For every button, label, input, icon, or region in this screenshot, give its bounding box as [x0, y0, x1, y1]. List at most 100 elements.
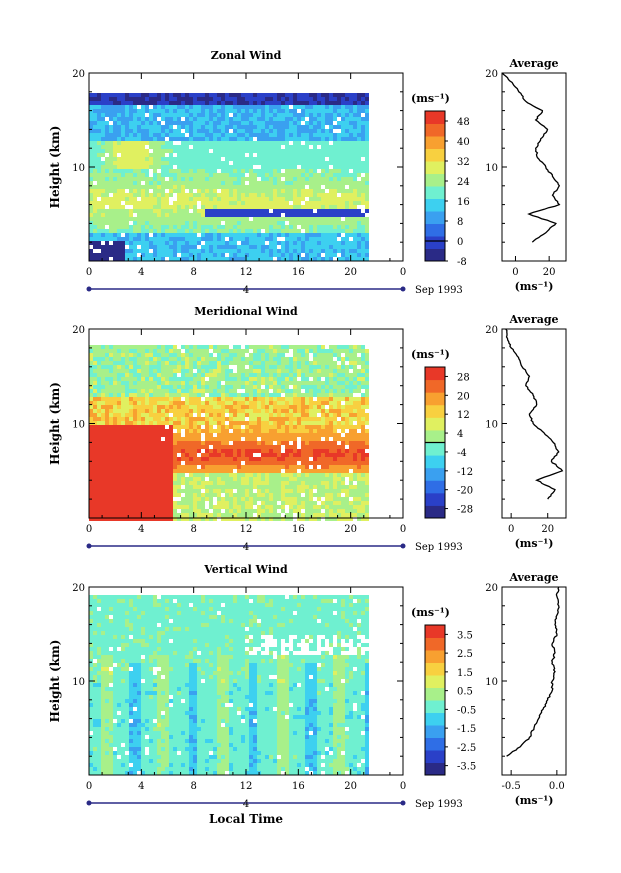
heatmap-cell	[93, 417, 97, 421]
heatmap-cell	[133, 513, 137, 517]
heatmap-cell	[141, 189, 145, 193]
heatmap-cell	[97, 105, 101, 109]
heatmap-cell	[353, 165, 357, 169]
heatmap-cell	[117, 417, 121, 421]
heatmap-cell	[241, 101, 245, 105]
heatmap-cell	[189, 201, 193, 205]
heatmap-cell	[133, 97, 137, 101]
heatmap-cell	[165, 229, 169, 233]
heatmap-cell	[273, 253, 277, 257]
heatmap-cell	[297, 173, 301, 177]
heatmap-cell	[209, 465, 213, 469]
heatmap-cell	[105, 181, 109, 185]
heatmap-cell	[281, 117, 285, 121]
heatmap-cell	[249, 185, 253, 189]
heatmap-cell	[361, 133, 365, 137]
heatmap-cell	[169, 141, 173, 145]
heatmap-cell	[97, 493, 101, 497]
heatmap-cell	[253, 229, 257, 233]
heatmap-cell	[269, 229, 273, 233]
heatmap-cell	[177, 505, 181, 509]
heatmap-cell	[121, 509, 125, 513]
heatmap-cell	[185, 405, 189, 409]
heatmap-cell	[257, 517, 261, 521]
heatmap-cell	[105, 177, 109, 181]
heatmap-cell	[209, 497, 213, 501]
heatmap-cell	[245, 361, 249, 365]
heatmap-cell	[133, 157, 137, 161]
heatmap-cell	[265, 437, 269, 441]
heatmap-cell	[205, 101, 209, 105]
heatmap-cell	[253, 185, 257, 189]
heatmap-cell	[149, 229, 153, 233]
heatmap-cell	[141, 469, 145, 473]
heatmap-cell	[145, 461, 149, 465]
heatmap-cell	[117, 397, 121, 401]
heatmap-cell	[117, 181, 121, 185]
heatmap-cell	[277, 161, 281, 165]
heatmap-cell	[221, 177, 225, 181]
heatmap-cell	[173, 369, 177, 373]
heatmap-cell	[129, 429, 133, 433]
heatmap-cell	[161, 205, 165, 209]
heatmap-cell	[113, 177, 117, 181]
heatmap-cell	[209, 141, 213, 145]
heatmap-cell	[189, 93, 193, 97]
heatmap-cell	[137, 401, 141, 405]
heatmap-cell	[205, 465, 209, 469]
heatmap-cell	[117, 245, 121, 249]
heatmap-cell	[121, 417, 125, 421]
heatmap-cell	[149, 185, 153, 189]
heatmap-cell	[205, 425, 209, 429]
heatmap-cell	[269, 497, 273, 501]
heatmap-cell	[93, 97, 97, 101]
heatmap-cell	[149, 417, 153, 421]
heatmap-cell	[325, 133, 329, 137]
heatmap-cell	[105, 173, 109, 177]
heatmap-cell	[261, 105, 265, 109]
heatmap-cell	[349, 233, 353, 237]
heatmap-cell	[181, 185, 185, 189]
heatmap-cell	[97, 445, 101, 449]
heatmap-cell	[113, 225, 117, 229]
heatmap-cell	[129, 217, 133, 221]
heatmap-cell	[253, 365, 257, 369]
heatmap-cell	[177, 181, 181, 185]
heatmap-cell	[241, 357, 245, 361]
heatmap-cell	[225, 165, 229, 169]
heatmap-cell	[233, 201, 237, 205]
heatmap-cell	[105, 213, 109, 217]
heatmap-cell	[145, 249, 149, 253]
heatmap-cell	[121, 373, 125, 377]
heatmap-cell	[261, 469, 265, 473]
heatmap-cell	[117, 225, 121, 229]
heatmap-cell	[145, 257, 149, 261]
heatmap-cell	[257, 373, 261, 377]
heatmap-cell	[109, 101, 113, 105]
heatmap-cell	[101, 197, 105, 201]
heatmap-cell	[353, 237, 357, 241]
heatmap-cell	[233, 465, 237, 469]
heatmap-cell	[193, 149, 197, 153]
heatmap-cell	[213, 469, 217, 473]
heatmap-cell	[189, 365, 193, 369]
heatmap-cell	[185, 201, 189, 205]
heatmap-cell	[257, 157, 261, 161]
heatmap-cell	[249, 457, 253, 461]
heatmap-cell	[253, 481, 257, 485]
heatmap-cell	[133, 185, 137, 189]
heatmap-cell	[89, 185, 93, 189]
heatmap-cell	[225, 497, 229, 501]
heatmap-cell	[313, 213, 317, 217]
heatmap-cell	[145, 233, 149, 237]
heatmap-cell	[173, 169, 177, 173]
heatmap-cell	[209, 405, 213, 409]
heatmap-cell	[205, 209, 209, 213]
heatmap-cell	[289, 253, 293, 257]
heatmap-cell	[141, 357, 145, 361]
heatmap-cell	[257, 401, 261, 405]
heatmap-cell	[101, 145, 105, 149]
heatmap-cell	[149, 101, 153, 105]
heatmap-cell	[253, 213, 257, 217]
heatmap-cell	[133, 189, 137, 193]
